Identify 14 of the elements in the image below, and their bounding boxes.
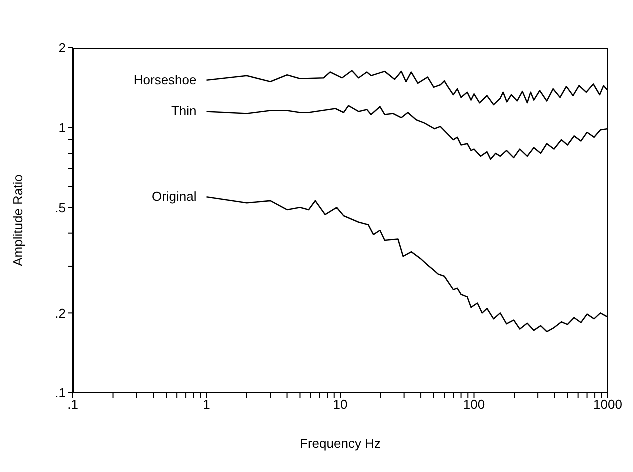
y-tick-label: .2	[55, 306, 66, 321]
series-label: Horseshoe	[134, 72, 197, 88]
y-axis-title: Amplitude Ratio	[10, 174, 26, 266]
y-tick-label: .5	[55, 200, 66, 216]
x-tick-label: 100	[463, 397, 486, 412]
x-tick-label: 1000	[594, 397, 622, 412]
y-tick-label: 1	[58, 120, 66, 136]
x-tick-label: 10	[333, 397, 348, 412]
y-tick-label: .1	[55, 386, 66, 401]
x-tick-label: 1	[203, 397, 210, 412]
series-label: Thin	[171, 104, 197, 119]
series-label: Original	[152, 189, 197, 204]
y-tick-label: 2	[58, 40, 66, 56]
x-axis-title: Frequency Hz	[300, 436, 381, 451]
